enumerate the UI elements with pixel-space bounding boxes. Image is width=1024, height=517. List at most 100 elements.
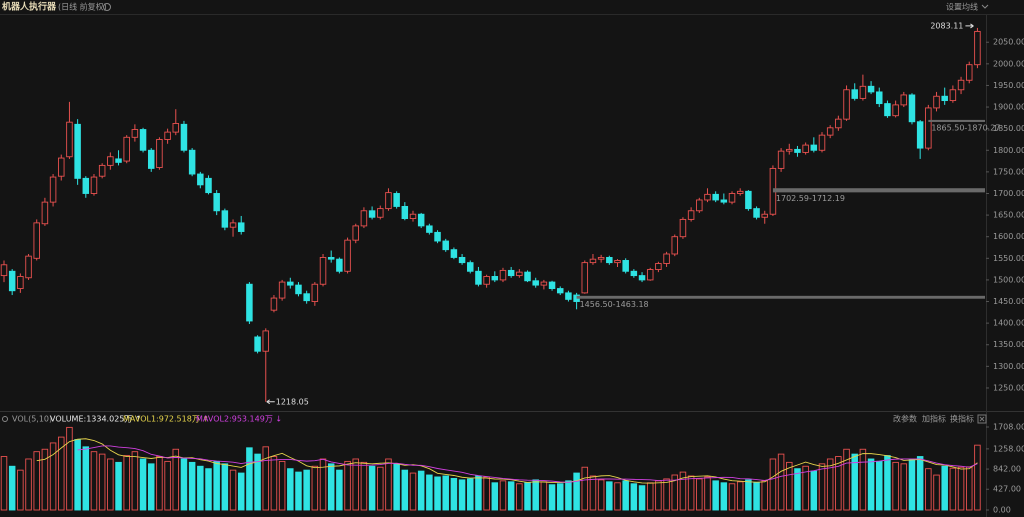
settings-icon[interactable] <box>103 3 111 11</box>
volume-bar <box>835 456 842 511</box>
volume-bar <box>663 478 670 511</box>
y-tick-label: 1350.00 <box>993 340 1024 349</box>
volume-bar <box>58 436 65 511</box>
volume-bar <box>458 479 466 511</box>
volume-bar <box>851 453 858 511</box>
gap-band <box>576 295 985 299</box>
candle-body <box>859 85 867 99</box>
volume-bar <box>696 478 703 511</box>
volume-bar <box>884 455 891 511</box>
eye-icon[interactable] <box>2 416 8 422</box>
candle-body <box>450 249 458 258</box>
y-tick-label: 1850.00 <box>993 124 1024 133</box>
volume-bar <box>0 456 8 511</box>
volume-bar <box>507 481 515 511</box>
candle-body <box>687 210 695 220</box>
volume-bar <box>483 476 490 511</box>
candle-body <box>278 281 286 299</box>
volume-bar <box>761 480 768 511</box>
volume-bar <box>810 470 818 511</box>
candle-body <box>720 199 728 203</box>
volume-legend: VOLUME:1334.025万 ↑ <box>50 415 142 424</box>
volume-bar <box>385 458 392 511</box>
volume-bar <box>49 442 57 511</box>
volume-bar <box>892 461 899 511</box>
volume-bar <box>17 469 24 511</box>
tool-button[interactable]: 改参数 <box>893 414 917 424</box>
candle-body <box>115 158 122 163</box>
candle-body <box>401 205 409 220</box>
volume-bar <box>908 458 916 511</box>
volume-bar <box>777 453 785 511</box>
volume-bar <box>818 463 826 511</box>
y-tick-label: 1700.00 <box>993 189 1024 198</box>
candle-body <box>417 213 425 227</box>
gap-label: 1865.50-1870.27 <box>931 123 1000 132</box>
candle-body <box>851 89 858 99</box>
ma-setting[interactable]: 设置均线 <box>946 2 978 12</box>
candle-body <box>867 85 875 93</box>
volume-bar <box>262 446 270 511</box>
volume-bar <box>974 444 981 511</box>
volume-bar <box>548 484 556 511</box>
candle-body <box>876 91 883 105</box>
candle-body <box>974 30 981 66</box>
volume-bar <box>720 482 728 511</box>
volume-bar <box>180 458 188 511</box>
tool-button[interactable]: 换指标 <box>950 414 974 424</box>
candle-body <box>262 330 270 352</box>
volume-bar <box>115 461 122 511</box>
candle-body <box>246 283 253 322</box>
candle-body <box>385 192 392 210</box>
candle-body <box>8 270 16 292</box>
candle-body <box>826 127 834 136</box>
volume-bar <box>213 460 220 511</box>
candle-body <box>916 121 924 149</box>
volume-bar <box>393 463 400 511</box>
volume-bar <box>278 460 286 511</box>
volume-bar <box>123 455 130 511</box>
candle-body <box>753 208 760 218</box>
volume-bar <box>377 466 384 511</box>
candle-body <box>82 177 90 194</box>
candle-body <box>49 176 57 203</box>
volume-bar <box>728 483 736 511</box>
y-tick-label: 1950.00 <box>993 81 1024 90</box>
volume-bar <box>565 480 572 511</box>
volume-bar <box>671 474 679 511</box>
tool-button[interactable]: 加指标 <box>922 414 946 424</box>
candle-body <box>426 225 433 233</box>
candle-body <box>712 193 719 201</box>
gap-band <box>928 119 985 122</box>
volume-bar <box>434 476 441 511</box>
gap-label: 1456.50-1463.18 <box>580 300 649 309</box>
volume-title: VOL(5,10) <box>12 415 52 424</box>
candle-body <box>172 123 180 133</box>
volume-bar <box>679 471 687 511</box>
y-tick-label: 0.00 <box>993 506 1011 515</box>
y-tick-label: 1600.00 <box>993 232 1024 241</box>
legend-entry: MAVOL1:972.518万 ↑ <box>123 415 209 424</box>
candle-body <box>74 123 81 179</box>
high-arrow <box>965 23 974 29</box>
candle-body <box>835 118 842 129</box>
dropdown-arrow[interactable] <box>981 4 989 9</box>
volume-bar <box>467 478 474 511</box>
volume-bar <box>368 465 376 511</box>
subtitle: (日线 前复权) <box>58 2 107 12</box>
candle-body <box>892 104 899 117</box>
candle-body <box>107 156 114 166</box>
candle-body <box>507 269 515 277</box>
volume-bar <box>90 451 98 511</box>
candle-body <box>123 136 130 162</box>
gap-band <box>772 188 985 193</box>
volume-bar <box>188 461 196 511</box>
close-icon[interactable] <box>979 416 985 422</box>
candle-body <box>139 129 147 151</box>
close-button[interactable] <box>977 414 987 424</box>
volume-bar <box>540 481 548 511</box>
y-tick-label: 1750.00 <box>993 167 1024 176</box>
volume-bar <box>859 448 867 511</box>
candle-body <box>295 284 302 295</box>
